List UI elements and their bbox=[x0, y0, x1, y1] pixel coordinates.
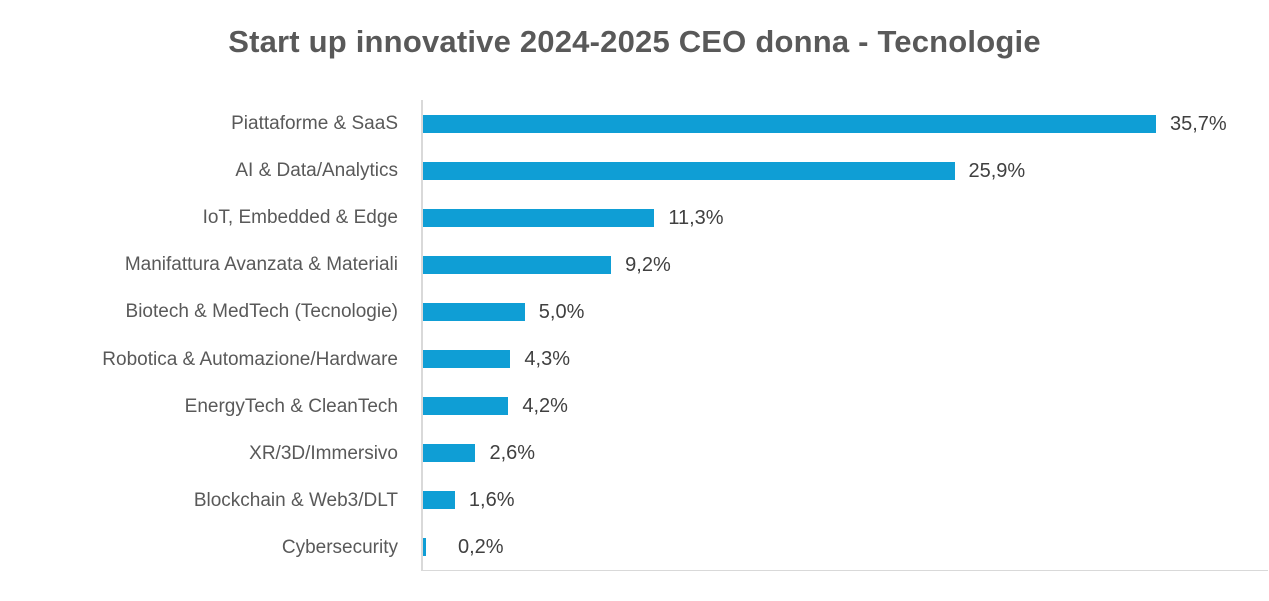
chart-row: Biotech & MedTech (Tecnologie) 5,0% bbox=[0, 288, 1269, 335]
category-label: XR/3D/Immersivo bbox=[249, 442, 398, 464]
bar-area: 2,6% bbox=[422, 430, 1269, 477]
plot-area: Piattaforme & SaaS 35,7% AI & Data/Analyti… bbox=[0, 100, 1269, 571]
bar-area: 9,2% bbox=[422, 241, 1269, 288]
value-label: 4,2% bbox=[522, 395, 568, 418]
category-label: IoT, Embedded & Edge bbox=[202, 207, 398, 229]
category-axis-line bbox=[421, 100, 423, 571]
value-label: 9,2% bbox=[625, 253, 671, 276]
bar bbox=[422, 538, 427, 557]
chart-row: Blockchain & Web3/DLT 1,6% bbox=[0, 477, 1269, 524]
category-label: Manifattura Avanzata & Materiali bbox=[124, 254, 398, 276]
category-label: Biotech & MedTech (Tecnologie) bbox=[125, 301, 398, 323]
chart-rows: Piattaforme & SaaS 35,7% AI & Data/Analyti… bbox=[0, 100, 1269, 571]
bar bbox=[422, 397, 509, 416]
value-label: 11,3% bbox=[668, 206, 724, 229]
value-label: 25,9% bbox=[968, 159, 1026, 182]
value-label: 2,6% bbox=[489, 442, 536, 465]
chart-row: EnergyTech & CleanTech 4,2% bbox=[0, 383, 1269, 430]
bar bbox=[422, 302, 525, 321]
bar-area: 5,0% bbox=[422, 288, 1269, 335]
value-axis-line bbox=[421, 569, 1268, 571]
value-label: 0,2% bbox=[458, 536, 504, 559]
bar bbox=[422, 255, 612, 274]
bar bbox=[422, 444, 476, 463]
bar-area: 1,6% bbox=[422, 477, 1269, 524]
bar bbox=[422, 161, 955, 180]
chart-row: IoT, Embedded & Edge 11,3% bbox=[0, 194, 1269, 241]
bar bbox=[422, 208, 655, 227]
category-label: Blockchain & Web3/DLT bbox=[193, 489, 398, 511]
chart-row: XR/3D/Immersivo 2,6% bbox=[0, 430, 1269, 477]
value-label: 1,6% bbox=[468, 489, 515, 512]
category-label: AI & Data/Analytics bbox=[235, 160, 398, 182]
value-label: 5,0% bbox=[538, 300, 585, 323]
category-label: Cybersecurity bbox=[281, 536, 398, 558]
bar-area: 35,7% bbox=[422, 100, 1269, 147]
chart-row: Cybersecurity 0,2% bbox=[0, 524, 1269, 571]
bar-area: 25,9% bbox=[422, 147, 1269, 194]
bar-area: 11,3% bbox=[422, 194, 1269, 241]
value-label: 4,3% bbox=[524, 348, 570, 371]
bar-area: 0,2% bbox=[422, 524, 1269, 571]
category-label: Robotica & Automazione/Hardware bbox=[102, 348, 398, 370]
value-label: 35,7% bbox=[1169, 112, 1227, 135]
bar bbox=[422, 350, 511, 369]
chart-row: Piattaforme & SaaS 35,7% bbox=[0, 100, 1269, 147]
category-label: Piattaforme & SaaS bbox=[231, 113, 398, 135]
bar-area: 4,2% bbox=[422, 383, 1269, 430]
chart-row: Manifattura Avanzata & Materiali 9,2% bbox=[0, 241, 1269, 288]
chart-title: Start up innovative 2024-2025 CEO donna … bbox=[228, 24, 1041, 59]
bar-area: 4,3% bbox=[422, 335, 1269, 382]
bar bbox=[422, 114, 1156, 133]
category-label: EnergyTech & CleanTech bbox=[184, 395, 398, 417]
chart-row: AI & Data/Analytics 25,9% bbox=[0, 147, 1269, 194]
chart-row: Robotica & Automazione/Hardware 4,3% bbox=[0, 335, 1269, 382]
bar bbox=[422, 491, 455, 510]
